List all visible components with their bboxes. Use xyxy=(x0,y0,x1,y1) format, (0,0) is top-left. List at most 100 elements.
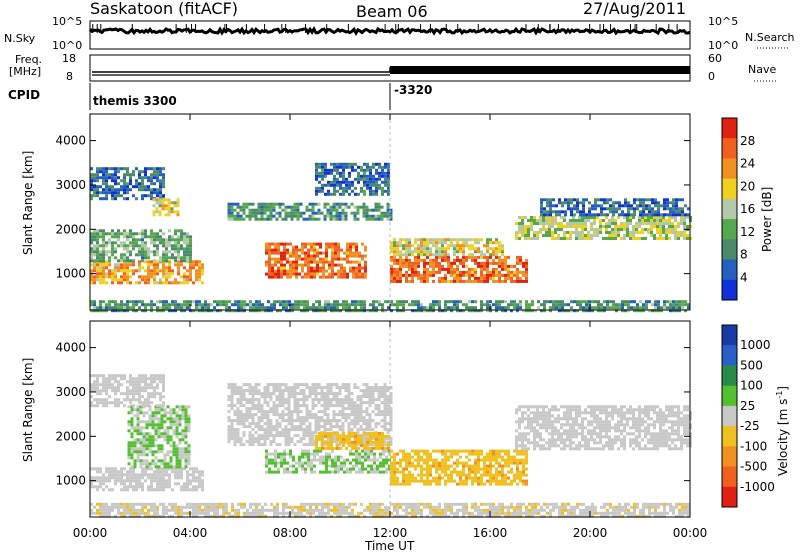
power-echo-cell xyxy=(552,306,555,310)
velocity-echo-cell xyxy=(308,422,312,426)
power-echo-cell xyxy=(384,183,387,187)
power-echo-cell xyxy=(141,170,144,174)
power-echo-cell xyxy=(362,208,366,212)
velocity-echo-cell xyxy=(130,423,134,427)
power-echo-cell xyxy=(381,189,384,193)
velocity-echo-cell xyxy=(359,404,363,408)
velocity-echo-cell xyxy=(189,488,192,492)
velocity-echo-cell xyxy=(184,429,188,433)
power-echo-cell xyxy=(462,258,465,262)
power-echo-cell xyxy=(168,238,171,242)
velocity-echo-cell xyxy=(136,441,140,445)
power-echo-cell xyxy=(150,263,153,267)
velocity-echo-cell xyxy=(386,413,390,417)
power-echo-cell xyxy=(378,177,381,181)
power-echo-cell xyxy=(393,261,396,265)
power-echo-cell xyxy=(117,263,120,267)
power-echo-cell xyxy=(654,300,657,304)
power-echo-cell xyxy=(638,216,641,219)
velocity-echo-cell xyxy=(130,453,134,457)
power-colorbar-tick: 12 xyxy=(740,225,755,239)
velocity-echo-cell xyxy=(302,422,306,426)
power-echo-cell xyxy=(656,237,659,240)
power-echo-cell xyxy=(522,273,525,277)
power-echo-cell xyxy=(265,248,268,252)
power-echo-cell xyxy=(605,231,608,234)
power-echo-cell xyxy=(313,248,316,252)
velocity-echo-cell xyxy=(248,401,252,405)
velocity-echo-cell xyxy=(333,446,336,450)
power-echo-cell xyxy=(677,231,680,234)
power-echo-cell xyxy=(504,258,507,262)
power-echo-cell xyxy=(551,231,554,234)
power-echo-cell xyxy=(495,303,498,307)
power-echo-cell xyxy=(387,171,390,175)
velocity-echo-cell xyxy=(320,386,324,390)
power-echo-cell xyxy=(600,198,603,202)
velocity-echo-cell xyxy=(274,452,277,456)
velocity-echo-cell xyxy=(341,404,345,408)
power-echo-cell xyxy=(114,176,117,180)
power-echo-cell xyxy=(123,185,126,189)
velocity-echo-cell xyxy=(290,395,294,399)
power-echo-cell xyxy=(361,257,364,261)
power-echo-cell xyxy=(126,170,129,174)
power-echo-cell xyxy=(273,306,276,310)
power-echo-cell xyxy=(328,272,331,276)
power-echo-cell xyxy=(573,204,576,208)
power-echo-cell xyxy=(357,309,360,313)
velocity-echo-cell xyxy=(175,465,179,469)
velocity-echo-cell xyxy=(169,465,173,469)
velocity-echo-cell xyxy=(251,398,255,402)
velocity-echo-cell xyxy=(136,453,140,457)
power-echo-cell xyxy=(150,191,153,195)
power-echo-cell xyxy=(669,306,672,310)
power-echo-cell xyxy=(141,238,144,242)
power-echo-cell xyxy=(498,273,501,277)
velocity-echo-cell xyxy=(302,383,306,387)
power-echo-cell xyxy=(483,273,486,277)
power-echo-cell xyxy=(321,171,324,175)
power-echo-cell xyxy=(450,279,453,283)
power-echo-cell xyxy=(233,208,237,212)
velocity-echo-cell xyxy=(269,422,273,426)
velocity-echo-cell xyxy=(293,419,297,423)
velocity-echo-cell xyxy=(184,408,188,412)
power-echo-cell xyxy=(162,167,165,171)
velocity-echo-cell xyxy=(166,411,170,415)
power-echo-cell xyxy=(168,272,171,276)
power-echo-cell xyxy=(399,258,402,262)
power-echo-cell xyxy=(453,244,456,248)
power-echo-cell xyxy=(177,235,180,239)
power-echo-cell xyxy=(608,219,611,222)
power-echo-cell xyxy=(414,247,417,251)
power-echo-cell xyxy=(170,210,174,214)
power-echo-cell xyxy=(156,263,159,267)
power-echo-cell xyxy=(614,225,617,228)
velocity-echo-cell xyxy=(162,401,165,405)
power-echo-cell xyxy=(399,300,402,304)
power-echo-cell xyxy=(358,269,361,273)
power-echo-cell xyxy=(141,179,144,183)
power-echo-cell xyxy=(108,269,111,273)
power-echo-cell xyxy=(141,235,144,239)
velocity-echo-cell xyxy=(192,473,195,477)
power-echo-cell xyxy=(642,303,645,307)
velocity-echo-cell xyxy=(336,434,339,438)
velocity-echo-cell xyxy=(239,410,243,414)
power-echo-cell xyxy=(683,219,686,222)
power-echo-cell xyxy=(307,242,310,246)
power-echo-cell xyxy=(480,250,483,254)
velocity-echo-cell xyxy=(136,447,140,451)
power-echo-cell xyxy=(399,238,402,242)
power-echo-cell xyxy=(333,306,336,310)
velocity-echo-cell xyxy=(266,434,270,438)
velocity-echo-cell xyxy=(305,407,309,411)
power-echo-cell xyxy=(364,272,367,276)
power-echo-cell xyxy=(170,201,174,205)
velocity-echo-cell xyxy=(314,425,318,429)
velocity-echo-cell xyxy=(269,440,273,444)
power-echo-cell xyxy=(468,247,471,251)
power-echo-cell xyxy=(441,247,444,251)
velocity-echo-cell xyxy=(245,440,249,444)
